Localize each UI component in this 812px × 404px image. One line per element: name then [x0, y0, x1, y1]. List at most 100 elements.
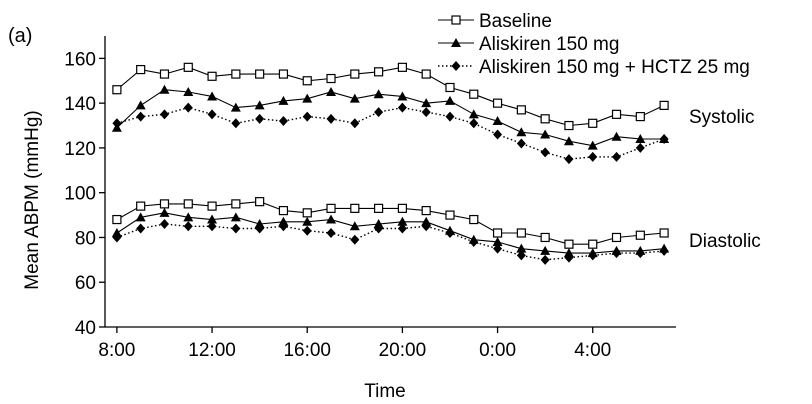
systolic-point — [278, 95, 289, 105]
systolic-point — [255, 113, 265, 124]
systolic-point — [136, 64, 146, 75]
y-tick-label: 160 — [64, 49, 96, 70]
diastolic-point — [326, 227, 336, 238]
systolic-point — [136, 111, 146, 122]
systolic-point — [374, 67, 384, 77]
systolic-line — [116, 106, 665, 160]
diastolic-point — [278, 221, 288, 232]
legend-marker — [451, 38, 461, 47]
panel-label: (a) — [8, 25, 32, 47]
diastolic-point — [421, 221, 431, 232]
diastolic-point — [349, 221, 360, 231]
legend-entry-2: Aliskiren 150 mg — [438, 34, 619, 55]
diastolic-point — [302, 208, 312, 218]
systolic-point — [326, 113, 336, 124]
diastolic-point — [540, 232, 550, 243]
systolic-point — [540, 129, 551, 139]
diastolic-point — [183, 221, 193, 232]
systolic-point — [421, 69, 431, 79]
systolic-point — [588, 118, 598, 128]
systolic-point — [397, 91, 408, 101]
systolic-point — [231, 69, 241, 79]
x-tick-label: 12:00 — [188, 340, 236, 361]
diastolic-point — [231, 223, 241, 234]
x-tick-label: 8:00 — [98, 340, 135, 361]
y-tick-label: 120 — [64, 139, 96, 160]
systolic-point — [159, 109, 169, 120]
diastolic-point — [136, 223, 146, 234]
systolic-point — [611, 109, 622, 119]
legend-marker — [451, 15, 461, 25]
systolic-point — [492, 116, 503, 126]
systolic-point — [444, 95, 455, 105]
y-tick-label: 140 — [64, 94, 96, 115]
systolic-point — [493, 129, 503, 140]
diastolic-point — [230, 212, 241, 222]
systolic-point — [468, 109, 479, 119]
diastolic-point — [326, 214, 337, 224]
systolic-point — [635, 142, 645, 153]
diastolic-point — [397, 223, 407, 234]
diastolic-point — [516, 250, 526, 261]
y-tick-label: 100 — [64, 184, 96, 205]
legend-entry-1: Baseline — [438, 11, 552, 32]
systolic-point — [516, 138, 526, 149]
diastolic-point — [445, 227, 455, 238]
diastolic-point — [397, 203, 407, 213]
systolic-point — [112, 118, 122, 129]
diastolic-point — [540, 245, 551, 255]
diastolic-point — [588, 239, 598, 249]
legend-marker — [451, 61, 461, 71]
diastolic-point — [516, 228, 526, 238]
systolic-point — [397, 62, 407, 72]
systolic-point — [183, 86, 194, 96]
y-tick-label: 60 — [75, 273, 96, 294]
systolic-point — [326, 73, 336, 84]
diastolic-point — [635, 248, 645, 259]
diastolic-point — [612, 248, 622, 259]
diastolic-point — [492, 236, 503, 246]
systolic-point — [397, 102, 407, 113]
systolic-point — [445, 111, 455, 122]
systolic-point — [612, 151, 622, 162]
diastolic-point — [564, 239, 574, 249]
series-3 — [112, 102, 669, 265]
annotation-diastolic: Diastolic — [689, 231, 761, 252]
systolic-point — [540, 147, 550, 158]
systolic-point — [516, 127, 527, 137]
diastolic-point — [112, 232, 122, 243]
systolic-point — [112, 85, 122, 95]
diastolic-point — [207, 201, 217, 211]
diastolic-point — [611, 232, 622, 243]
diastolic-point — [374, 223, 384, 234]
systolic-point — [469, 89, 479, 99]
annotation-systolic: Systolic — [689, 107, 754, 128]
systolic-point — [540, 114, 550, 124]
systolic-point — [231, 118, 241, 129]
diastolic-point — [159, 219, 169, 230]
systolic-point — [587, 140, 598, 150]
x-tick-label: 0:00 — [479, 340, 516, 361]
diastolic-point — [492, 228, 503, 238]
systolic-point — [635, 111, 645, 122]
diastolic-point — [207, 221, 217, 232]
diastolic-point — [231, 199, 241, 209]
systolic-point — [445, 82, 455, 93]
systolic-point — [278, 69, 289, 79]
diastolic-point — [516, 243, 527, 253]
group-annotations: Systolic Diastolic — [689, 107, 761, 252]
diastolic-point — [135, 212, 146, 222]
diastolic-point — [183, 199, 193, 209]
series-1 — [112, 62, 669, 249]
systolic-point — [183, 62, 193, 72]
systolic-point — [373, 89, 384, 99]
systolic-point — [302, 76, 312, 86]
series-2 — [111, 84, 670, 258]
systolic-point — [374, 107, 384, 118]
systolic-point — [302, 93, 313, 103]
x-axis-label: Time — [364, 381, 406, 402]
diastolic-point — [207, 214, 218, 224]
diastolic-point — [397, 216, 408, 226]
